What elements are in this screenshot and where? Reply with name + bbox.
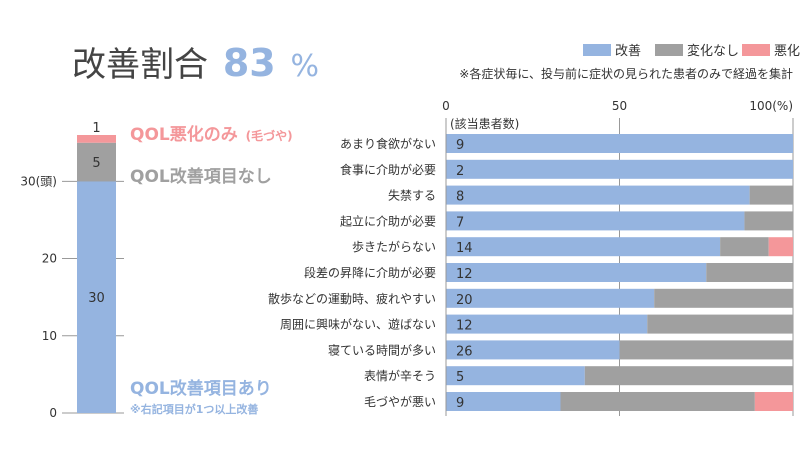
legend-swatch-no_change: [655, 44, 683, 56]
symptom-bar-7-no_change: [647, 314, 793, 334]
symptom-bar-3-improved: [446, 211, 745, 231]
total-bar-label-no_change: 5: [92, 156, 100, 171]
symptom-bar-5-improved: [446, 263, 707, 282]
symptom-label-8: 寝ている時間が多い: [328, 342, 436, 357]
symptom-label-0: あまり食欲がない: [340, 136, 436, 151]
symptom-bar-1-improved: [446, 159, 793, 179]
worsened-only-label-sub: (毛づや): [246, 128, 293, 143]
symptom-label-4: 歩きたがらない: [352, 239, 436, 254]
right-tick-label-50: 50: [612, 99, 627, 113]
symptom-bar-4-no_change: [720, 237, 769, 257]
symptom-label-5: 段差の昇降に介助が必要: [304, 265, 436, 280]
no-change-label: QOL改善項目なし: [130, 166, 272, 187]
right-tick-label-100: 100(%): [749, 99, 793, 113]
worsened-only-label: QOL悪化のみ (毛づや): [130, 124, 293, 145]
symptom-bar-10-improved: [446, 392, 561, 411]
symptom-label-1: 食事に介助が必要: [340, 162, 436, 177]
symptom-count-4: 14: [456, 241, 473, 256]
chart-title-text: 改善割合: [72, 45, 208, 85]
symptom-label-9: 表情が辛そう: [364, 368, 436, 383]
improved-label: QOL改善項目あり: [130, 378, 272, 399]
chart-title-value: 83: [223, 41, 276, 85]
left-tick-label-30: 30(頭): [20, 174, 57, 188]
symptom-bar-6-improved: [446, 288, 655, 308]
symptom-count-3: 7: [456, 215, 464, 230]
left-tick-label-0: 0: [49, 406, 57, 420]
footnote: ※各症状毎に、投与前に症状の見られた患者のみで経過を集計: [459, 66, 793, 81]
total-bar-segment-no_change: [77, 142, 116, 182]
symptom-count-1: 2: [456, 164, 464, 179]
symptom-bar-0-improved: [446, 134, 793, 153]
legend-label-improved: 改善: [615, 43, 641, 59]
legend-label-worsened: 悪化: [774, 44, 800, 59]
symptom-count-6: 20: [456, 293, 473, 308]
symptom-bar-5-no_change: [706, 263, 793, 282]
symptom-bar-4-improved: [446, 237, 721, 257]
chart-title: 改善割合 83 %: [72, 41, 319, 85]
symptom-count-2: 8: [456, 190, 464, 205]
symptom-count-8: 26: [456, 344, 473, 359]
legend-label-no_change: 変化なし: [687, 43, 739, 59]
legend-swatch-worsened: [742, 44, 770, 56]
symptom-bar-10-no_change: [560, 392, 755, 411]
symptom-count-10: 9: [456, 396, 464, 411]
symptom-count-0: 9: [456, 138, 464, 153]
symptom-bar-2-no_change: [749, 185, 793, 205]
symptom-bar-2-improved: [446, 185, 750, 205]
total-bar-segment-worsened: [77, 135, 116, 143]
improved-note: ※右記項目が1つ以上改善: [130, 402, 258, 416]
symptom-label-7: 周囲に興味がない、遊ばない: [280, 317, 436, 332]
symptom-bar-9-no_change: [584, 366, 793, 386]
right-tick-label-0: 0: [442, 99, 450, 113]
total-bar-segment-improved: [77, 181, 116, 413]
symptom-bar-8-no_change: [619, 340, 793, 360]
symptom-bar-4-worsened: [768, 237, 793, 257]
symptom-count-7: 12: [456, 319, 473, 334]
total-bar-label-worsened: 1: [92, 121, 100, 136]
legend: 改善 変化なし 悪化: [583, 43, 800, 59]
symptom-bar-7-improved: [446, 314, 648, 334]
left-tick-label-20: 20: [42, 252, 57, 266]
left-tick-label-10: 10: [42, 329, 57, 343]
symptom-bar-8-improved: [446, 340, 620, 360]
symptom-bar-9-improved: [446, 366, 585, 386]
symptom-label-6: 散歩などの運動時、疲れやすい: [268, 291, 436, 306]
symptom-bar-3-no_change: [744, 211, 793, 231]
symptom-stacked-bar-chart: 0 50 100(%) (該当患者数) あまり食欲がない 9 食事に介助が必要 2 失禁する 8 起…: [268, 99, 794, 416]
symptom-count-9: 5: [456, 370, 464, 385]
symptom-label-10: 毛づやが悪い: [364, 394, 436, 409]
symptom-count-5: 12: [456, 267, 473, 282]
legend-swatch-improved: [583, 44, 611, 56]
symptom-bar-6-no_change: [654, 288, 793, 308]
count-header: (該当患者数): [450, 116, 519, 131]
total-stacked-bar-chart: 0 10 20 30(頭) 30 5 1: [20, 121, 124, 420]
symptom-label-3: 起立に介助が必要: [340, 213, 436, 228]
symptom-label-2: 失禁する: [388, 188, 436, 203]
total-bar-label-improved: 30: [88, 291, 105, 306]
symptom-bar-10-worsened: [754, 392, 793, 411]
chart-title-unit: %: [291, 49, 320, 84]
worsened-only-label-main: QOL悪化のみ: [130, 124, 238, 145]
